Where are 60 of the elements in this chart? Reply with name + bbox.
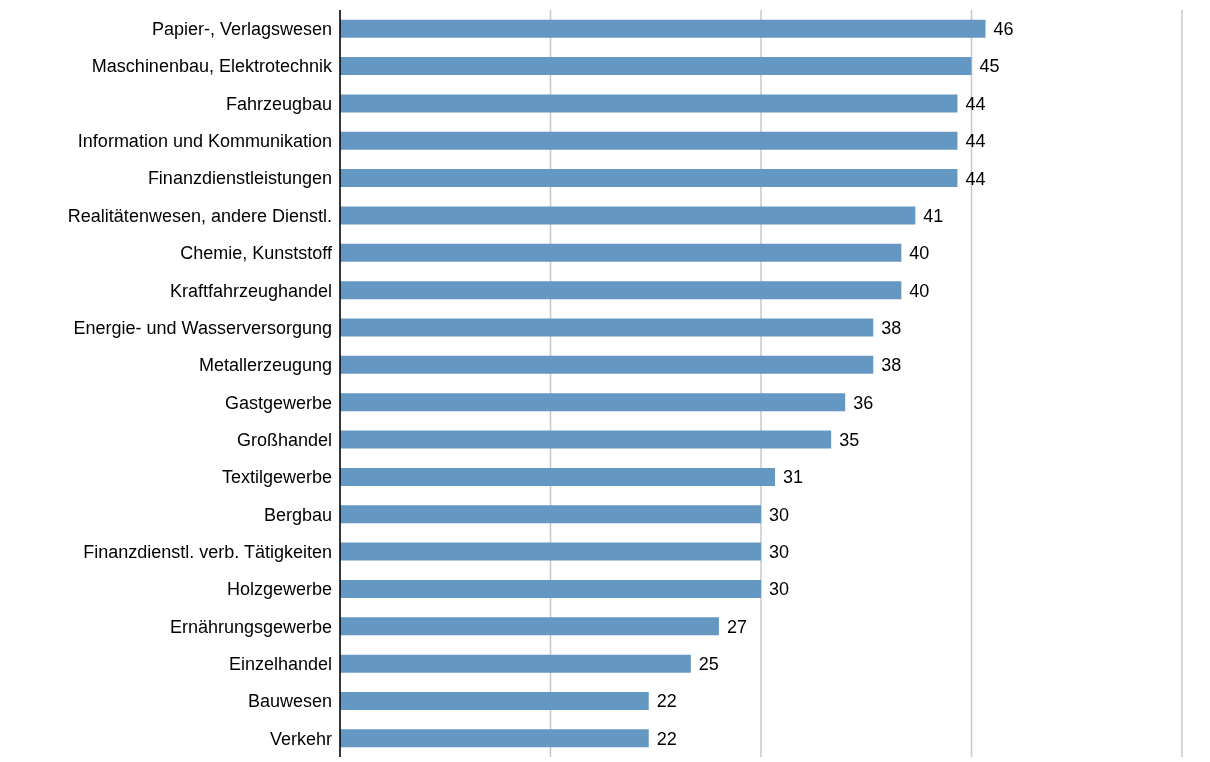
bar (340, 206, 916, 225)
bar (340, 505, 761, 524)
y-tick-label: Finanzdienstleistungen (147, 168, 332, 189)
bar (340, 430, 832, 449)
data-label: 40 (909, 280, 930, 301)
data-label: 44 (965, 131, 986, 152)
data-label: 36 (853, 392, 874, 413)
data-label: 41 (923, 205, 944, 226)
y-tick-label: Finanzdienstl. verb. Tätigkeiten (83, 541, 332, 562)
data-label: 30 (769, 504, 790, 525)
data-label: 38 (881, 317, 902, 338)
y-tick-label: Textilgewerbe (221, 467, 332, 488)
data-label: 22 (656, 728, 677, 749)
bar (340, 542, 761, 561)
y-tick-label: Maschinenbau, Elektrotechnik (91, 56, 333, 77)
data-label: 30 (769, 542, 790, 562)
bar (340, 318, 874, 337)
data-label: 45 (979, 56, 1000, 77)
y-tick-label: Chemie, Kunststoff (180, 243, 333, 264)
y-tick-label: Gastgewerbe (224, 392, 332, 413)
y-tick-label: Fahrzeugbau (225, 93, 332, 114)
y-tick-label: Ernährungsgewerbe (169, 616, 332, 637)
bar (340, 19, 986, 38)
bar (340, 94, 958, 113)
y-tick-label: Bergbau (263, 504, 332, 525)
bar (340, 131, 958, 150)
bar (340, 617, 719, 636)
y-tick-label: Energie- und Wasserversorgung (73, 317, 332, 338)
y-tick-label: Realitätenwesen, andere Dienstl. (67, 205, 332, 226)
y-tick-label: Holzgewerbe (226, 579, 332, 600)
bar (340, 729, 649, 748)
bar (340, 692, 649, 711)
bar (340, 579, 761, 598)
data-label: 38 (881, 355, 902, 376)
y-tick-label: Metallerzeugung (198, 355, 332, 376)
y-tick-label: Verkehr (269, 728, 332, 749)
y-tick-label: Papier-, Verlagswesen (151, 19, 332, 40)
bar (340, 355, 874, 374)
data-label: 25 (698, 654, 719, 675)
bar (340, 281, 902, 300)
bar (340, 393, 846, 412)
bar (340, 654, 691, 673)
bar (340, 169, 958, 188)
data-label: 46 (993, 19, 1014, 40)
data-label: 44 (965, 168, 986, 189)
data-label: 31 (783, 467, 804, 488)
bar (340, 243, 902, 262)
data-label: 22 (656, 691, 677, 712)
y-tick-label: Kraftfahrzeughandel (169, 280, 332, 301)
data-label: 30 (769, 579, 790, 600)
y-tick-label: Information und Kommunikation (77, 131, 332, 152)
data-label: 40 (909, 243, 930, 264)
data-label: 27 (726, 616, 747, 637)
data-label: 44 (965, 93, 986, 114)
data-label: 35 (839, 429, 860, 450)
y-tick-label: Großhandel (236, 429, 332, 450)
y-tick-label: Bauwesen (247, 691, 332, 712)
y-tick-label: Einzelhandel (228, 654, 332, 675)
bar (340, 467, 776, 486)
bar (340, 57, 972, 76)
